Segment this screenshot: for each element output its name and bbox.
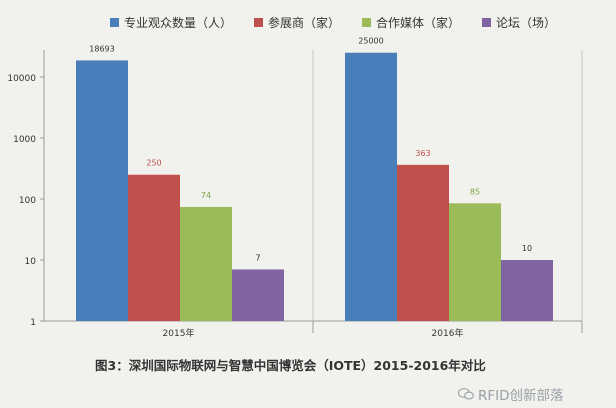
chart-legend: 专业观众数量（人） 参展商（家） 合作媒体（家） 论坛（场） (110, 14, 556, 31)
legend-label-forums: 论坛（场） (496, 16, 557, 30)
bar (397, 164, 449, 321)
legend-label-audience: 专业观众数量（人） (124, 16, 233, 30)
bar (449, 203, 501, 321)
y-tick-label: 100 (19, 196, 36, 206)
legend-swatch-exhibitors (254, 18, 264, 27)
bar-value-label: 85 (470, 187, 480, 196)
wechat-icon (458, 388, 474, 400)
bar (232, 269, 284, 321)
bar-value-label: 363 (415, 149, 430, 158)
bar-value-label: 7 (255, 253, 260, 262)
legend-label-exhibitors: 参展商（家） (268, 16, 341, 30)
y-tick-label: 10000 (7, 74, 36, 84)
legend-swatch-audience (110, 18, 119, 27)
legend-item-media: 合作媒体（家） (362, 14, 460, 31)
y-tick-label: 10 (25, 257, 37, 267)
bar-value-label: 74 (201, 191, 211, 200)
x-tick-label: 2016年 (432, 327, 464, 339)
bar-value-label: 250 (146, 159, 161, 168)
legend-swatch-forums (482, 18, 492, 27)
y-tick-label: 1000 (13, 135, 36, 145)
legend-label-media: 合作媒体（家） (376, 16, 461, 30)
x-tick-label: 2015年 (163, 327, 195, 339)
bar (76, 60, 128, 321)
bar (345, 52, 397, 322)
y-tick-label: 1 (30, 318, 36, 328)
watermark: RFID创新部落 (458, 384, 564, 404)
bar (128, 174, 180, 321)
watermark-text: RFID创新部落 (478, 388, 564, 404)
bar (501, 260, 553, 321)
bar-chart: 1 10 100 1000 10000 18693 250 74 7 2015年 25000 363 8… (7, 37, 583, 339)
bar (180, 206, 232, 321)
bar-value-label: 18693 (89, 44, 114, 53)
legend-item-exhibitors: 参展商（家） (254, 14, 340, 31)
legend-item-audience: 专业观众数量（人） (110, 14, 232, 31)
legend-item-forums: 论坛（场） (482, 14, 556, 31)
bar-value-label: 10 (522, 244, 532, 253)
bar-value-label: 25000 (358, 37, 383, 46)
figure-caption: 图3：深圳国际物联网与智慧中国博览会（IOTE）2015-2016年对比 (95, 358, 486, 373)
legend-swatch-media (362, 18, 372, 27)
